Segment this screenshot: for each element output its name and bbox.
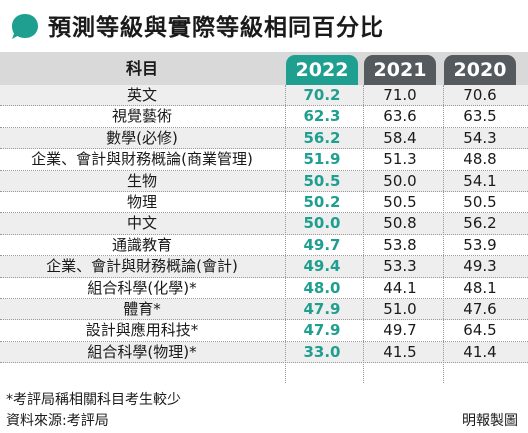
chart-title: 預測等級與實際等級相同百分比 (48, 15, 384, 41)
column-divider (285, 85, 286, 383)
value-2020-cell: 48.8 (463, 150, 497, 169)
table-row: 體育* 47.9 51.0 47.6 (0, 298, 528, 321)
value-2020-cell: 54.1 (463, 171, 497, 190)
table-row: 視覺藝術 62.3 63.6 63.5 (0, 106, 528, 128)
table-header: 科目 2022 2021 2020 (0, 52, 528, 85)
chart-title-row: 預測等級與實際等級相同百分比 (8, 8, 520, 48)
value-2021-cell: 51.3 (383, 150, 417, 169)
value-2020-cell: 64.5 (463, 321, 497, 340)
value-2022-cell: 49.4 (303, 257, 341, 276)
subject-cell: 組合科學(物理)* (87, 342, 197, 361)
value-2020-cell: 41.4 (463, 342, 497, 361)
value-2021-cell: 50.5 (383, 192, 417, 211)
value-2022-cell: 47.9 (303, 321, 341, 340)
credit: 明報製圖 (462, 413, 518, 429)
subject-cell: 中文 (126, 214, 157, 233)
table-row: 組合科學(物理)* 33.0 41.5 41.4 (0, 341, 528, 364)
value-2021-cell: 53.8 (383, 235, 417, 254)
value-2022-cell: 50.0 (303, 214, 341, 233)
value-2020-cell: 54.3 (463, 128, 497, 147)
subject-cell: 組合科學(化學)* (87, 278, 197, 297)
subject-cell: 通識教育 (111, 235, 172, 254)
table-row: 組合科學(化學)* 48.0 44.1 48.1 (0, 278, 528, 299)
value-2022-cell: 56.2 (303, 128, 341, 147)
value-2022-cell: 49.7 (303, 235, 341, 254)
header-year-2020: 2020 (444, 55, 516, 85)
value-2020-cell: 56.2 (463, 214, 497, 233)
value-2021-cell: 44.1 (383, 278, 417, 297)
column-divider (363, 85, 364, 383)
value-2022-cell: 50.5 (303, 171, 341, 190)
value-2021-cell: 53.3 (383, 257, 417, 276)
value-2022-cell: 48.0 (303, 278, 341, 297)
header-subject: 科目 (125, 59, 158, 78)
table-row: 物理 50.2 50.5 50.5 (0, 192, 528, 214)
table-row: 英文 70.2 71.0 70.6 (0, 85, 528, 107)
value-2022-cell: 33.0 (303, 342, 341, 361)
value-2020-cell: 47.6 (463, 299, 497, 318)
value-2020-cell: 70.6 (463, 86, 497, 104)
value-2020-cell: 63.5 (463, 107, 497, 126)
table-row: 中文 50.0 50.8 56.2 (0, 213, 528, 235)
value-2021-cell: 41.5 (383, 342, 417, 361)
footnote: *考評局稱相關科目考生較少 (6, 392, 181, 408)
subject-cell: 設計與應用科技* (85, 321, 199, 340)
table-row: 數學(必修) 56.2 58.4 54.3 (0, 127, 528, 150)
value-2020-cell: 53.9 (463, 235, 497, 254)
header-year-2021: 2021 (364, 55, 436, 85)
value-2020-cell: 50.5 (463, 192, 497, 211)
value-2022-cell: 50.2 (303, 192, 341, 211)
subject-cell: 數學(必修) (106, 128, 178, 147)
subject-cell: 體育* (123, 299, 161, 318)
value-2021-cell: 49.7 (383, 321, 417, 340)
subject-cell: 生物 (126, 171, 157, 190)
value-2020-cell: 48.1 (463, 278, 497, 297)
value-2021-cell: 63.6 (383, 107, 417, 126)
subject-cell: 企業、會計與財務概論(會計) (46, 257, 238, 276)
value-2022-cell: 70.2 (303, 86, 341, 104)
subject-cell: 企業、會計與財務概論(商業管理) (31, 150, 253, 169)
table-row: 通識教育 49.7 53.8 53.9 (0, 235, 528, 257)
header-year-2022: 2022 (286, 55, 358, 85)
table-row: 企業、會計與財務概論(商業管理) 51.9 51.3 48.8 (0, 149, 528, 171)
value-2022-cell: 62.3 (303, 107, 341, 126)
value-2022-cell: 47.9 (303, 299, 341, 318)
value-2022-cell: 51.9 (303, 150, 341, 169)
results-table: 科目 2022 2021 2020 英文 70.2 71.0 70.6 視覺藝術 62.3… (0, 52, 528, 364)
table-row: 設計與應用科技* 47.9 49.7 64.5 (0, 320, 528, 342)
value-2021-cell: 50.8 (383, 214, 417, 233)
value-2021-cell: 50.0 (383, 171, 417, 190)
value-2021-cell: 58.4 (383, 128, 417, 147)
column-divider (443, 85, 444, 383)
subject-cell: 物理 (126, 192, 157, 211)
table-row: 企業、會計與財務概論(會計) 49.4 53.3 49.3 (0, 256, 528, 278)
subject-cell: 視覺藝術 (111, 107, 172, 126)
subject-cell: 英文 (126, 86, 157, 104)
source-note: 資料來源:考評局 (6, 413, 109, 429)
table-body: 英文 70.2 71.0 70.6 視覺藝術 62.3 63.6 63.5 數學(必修) 56.2… (0, 85, 528, 364)
speech-bubble-icon (12, 14, 38, 39)
value-2020-cell: 49.3 (463, 257, 497, 276)
value-2021-cell: 71.0 (383, 86, 417, 104)
value-2021-cell: 51.0 (383, 299, 417, 318)
table-row: 生物 50.5 50.0 54.1 (0, 170, 528, 192)
